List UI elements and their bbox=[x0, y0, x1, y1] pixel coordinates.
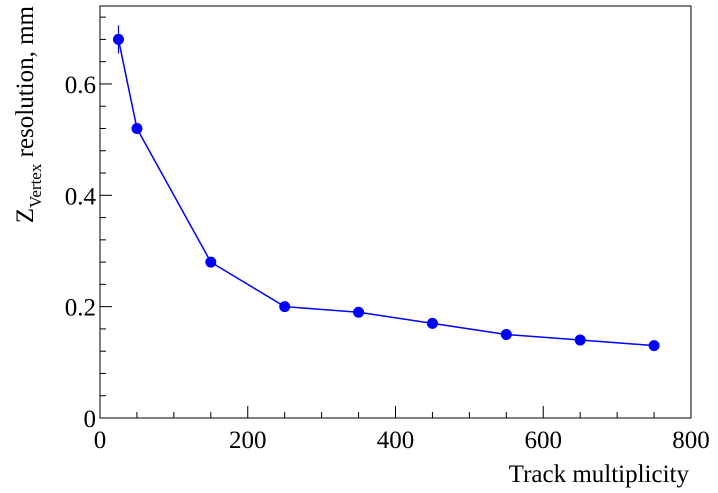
y-tick-label: 0.4 bbox=[65, 183, 97, 210]
x-axis-tick-labels: 0 200 400 600 800 bbox=[94, 427, 710, 454]
x-tick-label: 0 bbox=[94, 427, 107, 454]
data-point bbox=[500, 328, 512, 340]
y-tick-label: 0.6 bbox=[65, 72, 96, 99]
y-axis-title: ZVertex resolution, mm bbox=[12, 5, 45, 223]
x-tick-label: 400 bbox=[377, 427, 415, 454]
data-point bbox=[426, 317, 438, 329]
data-point bbox=[112, 33, 124, 45]
y-axis-ticks bbox=[100, 16, 112, 419]
x-tick-label: 600 bbox=[525, 427, 563, 454]
y-tick-label: 0 bbox=[84, 406, 97, 433]
data-point bbox=[279, 301, 291, 313]
series-layer bbox=[112, 25, 660, 352]
data-point bbox=[131, 122, 143, 134]
y-axis-tick-labels: 0 0.2 0.4 0.6 bbox=[65, 72, 97, 433]
data-point bbox=[574, 334, 586, 346]
y-axis-title-main: Z bbox=[12, 208, 39, 223]
y-axis-title-subscript: Vertex bbox=[26, 163, 45, 208]
x-axis-title: Track multiplicity bbox=[509, 461, 690, 488]
x-tick-label: 200 bbox=[229, 427, 267, 454]
series-line bbox=[117, 39, 655, 347]
plot-frame bbox=[99, 5, 692, 419]
x-tick-label: 800 bbox=[672, 427, 710, 454]
y-axis-title-rest: resolution, mm bbox=[12, 5, 39, 163]
data-point bbox=[648, 340, 660, 352]
data-point bbox=[205, 256, 217, 268]
y-tick-label: 0.2 bbox=[65, 295, 96, 322]
data-point bbox=[353, 306, 365, 318]
x-axis-ticks bbox=[99, 406, 692, 418]
